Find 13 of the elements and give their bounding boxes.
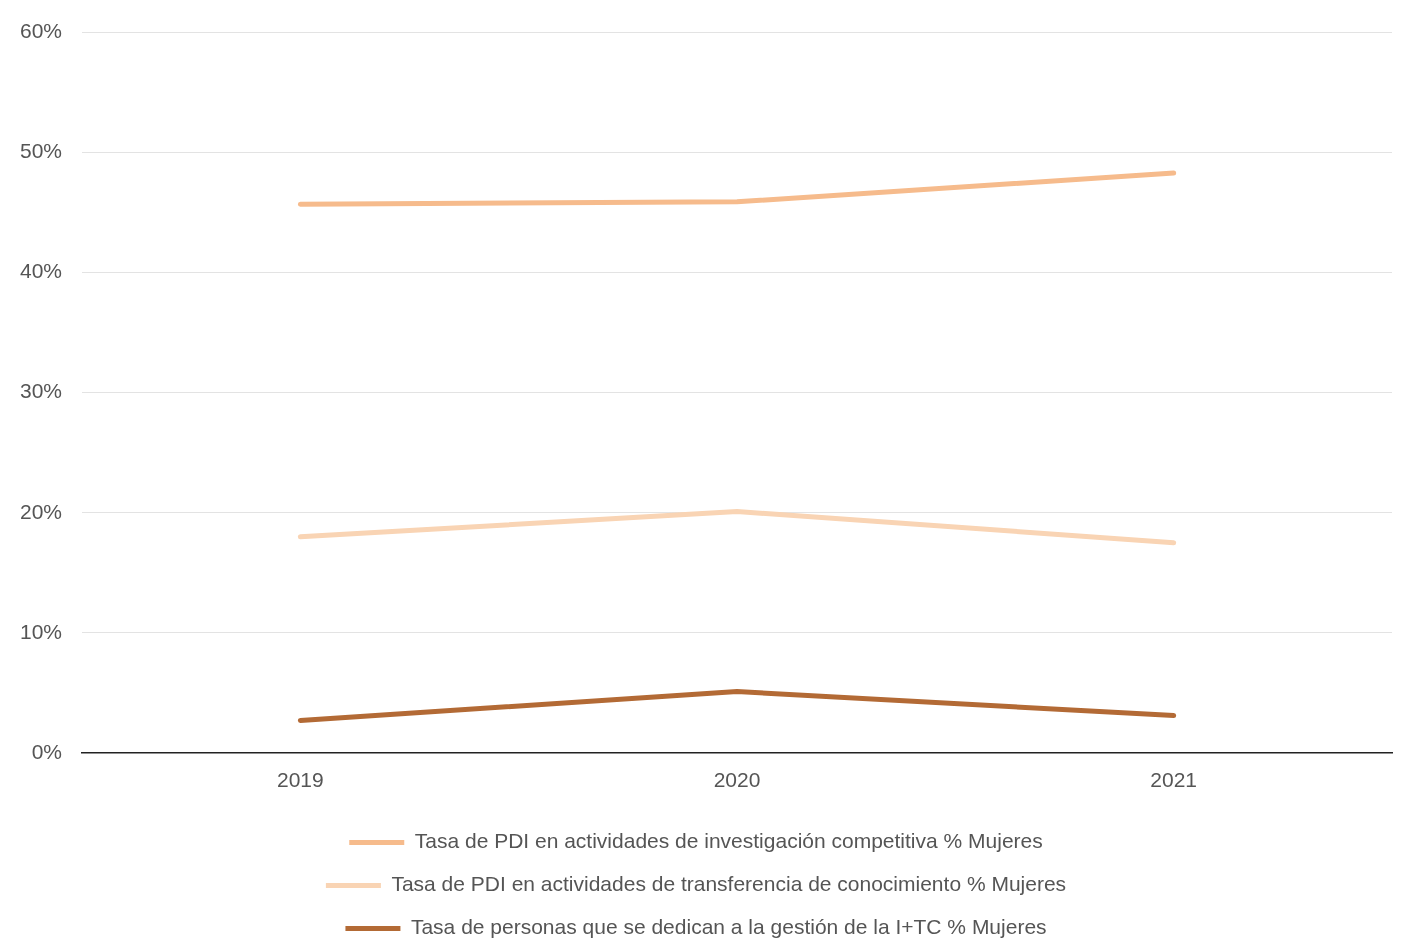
y-tick-label: 40% xyxy=(20,259,63,283)
y-tick-label: 50% xyxy=(20,139,63,163)
y-tick-label: 10% xyxy=(20,619,63,643)
legend-label: Tasa de PDI en actividades de transferencia de conocimiento % Mujeres xyxy=(391,872,1067,896)
legend-label: Tasa de personas que se dedican a la gestión de la I+TC % Mujeres xyxy=(410,915,1047,939)
x-tick-label: 2021 xyxy=(1150,768,1198,792)
x-tick-label: 2020 xyxy=(713,768,761,792)
x-tick-label: 2019 xyxy=(277,768,324,792)
y-tick-label: 30% xyxy=(20,379,63,403)
y-tick-label: 0% xyxy=(31,739,63,763)
legend-label: Tasa de PDI en actividades de investigación competitiva % Mujeres xyxy=(414,829,1043,853)
y-tick-label: 60% xyxy=(20,19,63,43)
y-tick-label: 20% xyxy=(20,499,63,523)
